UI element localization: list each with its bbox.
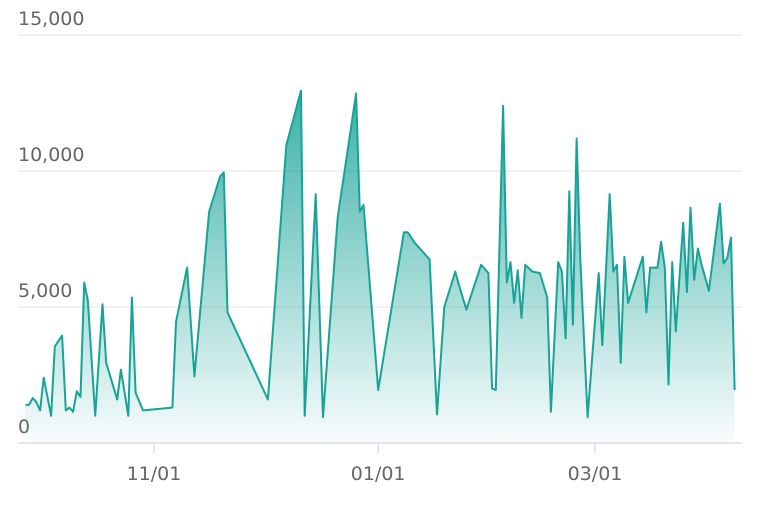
line xyxy=(25,89,736,419)
x-tick-label: 01/01 xyxy=(351,463,406,485)
y-tick-label: 10,000 xyxy=(18,144,84,166)
y-tick-label: 5,000 xyxy=(18,280,72,302)
x-tick-label: 03/01 xyxy=(568,463,623,485)
y-tick-label: 15,000 xyxy=(18,8,84,30)
area xyxy=(25,90,735,444)
x-tick-label: 11/01 xyxy=(127,463,182,485)
